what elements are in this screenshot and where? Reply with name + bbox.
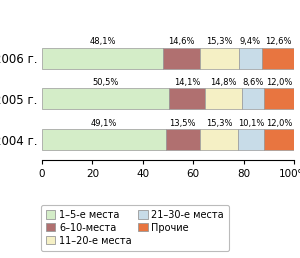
Text: 13,5%: 13,5% bbox=[169, 119, 196, 128]
Bar bbox=[42, 88, 169, 109]
Text: 12,6%: 12,6% bbox=[265, 37, 291, 46]
Bar bbox=[42, 48, 163, 69]
Bar bbox=[42, 129, 166, 150]
Text: 10,1%: 10,1% bbox=[238, 119, 264, 128]
Text: 14,1%: 14,1% bbox=[174, 78, 200, 87]
Text: 8,6%: 8,6% bbox=[242, 78, 264, 87]
Bar bbox=[242, 88, 264, 109]
Bar bbox=[200, 48, 239, 69]
Bar bbox=[205, 88, 242, 109]
Bar bbox=[264, 88, 294, 109]
Text: 50,5%: 50,5% bbox=[92, 78, 119, 87]
Text: 12,0%: 12,0% bbox=[266, 78, 292, 87]
Text: 14,6%: 14,6% bbox=[168, 37, 195, 46]
Text: 9,4%: 9,4% bbox=[240, 37, 261, 46]
Text: 15,3%: 15,3% bbox=[206, 37, 232, 46]
Bar bbox=[200, 129, 238, 150]
Bar bbox=[169, 88, 205, 109]
Text: 48,1%: 48,1% bbox=[89, 37, 116, 46]
Text: 14,8%: 14,8% bbox=[210, 78, 237, 87]
Text: 49,1%: 49,1% bbox=[91, 119, 117, 128]
Legend: 1–5-е места, 6–10-места, 11–20-е места, 21–30-е места, Прочие: 1–5-е места, 6–10-места, 11–20-е места, … bbox=[41, 205, 229, 251]
Text: 12,0%: 12,0% bbox=[266, 119, 292, 128]
Bar bbox=[163, 48, 200, 69]
Bar bbox=[262, 48, 294, 69]
Text: 15,3%: 15,3% bbox=[206, 119, 232, 128]
Bar bbox=[238, 48, 262, 69]
Bar bbox=[264, 129, 294, 150]
Bar bbox=[238, 129, 264, 150]
Bar bbox=[166, 129, 200, 150]
